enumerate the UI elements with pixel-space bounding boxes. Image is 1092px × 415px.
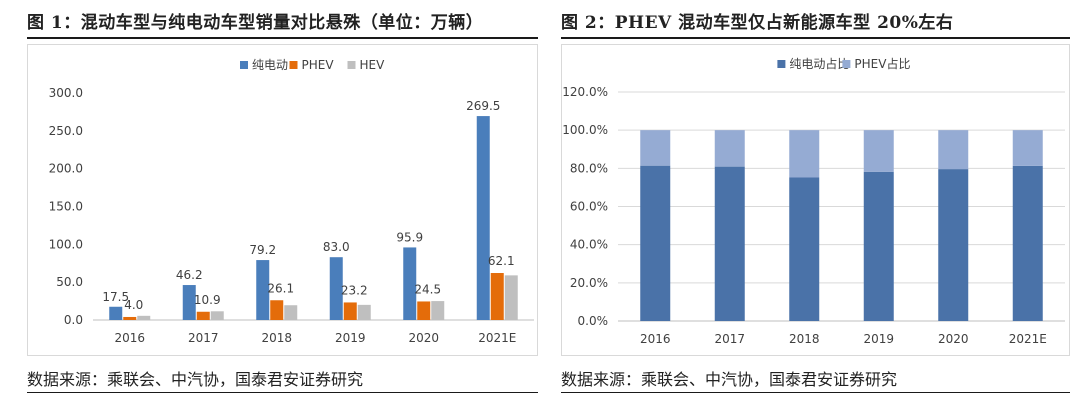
data-label: 269.5: [466, 99, 500, 113]
bar-2: [357, 304, 371, 320]
legend-label: 纯电动: [252, 58, 288, 72]
x-tick-label: 2017: [714, 332, 745, 346]
x-tick-label: 2019: [335, 331, 366, 345]
chart-2-source: 数据来源：乘联会、中汽协，国泰君安证券研究: [561, 370, 898, 389]
title-rule: [561, 37, 1070, 39]
bar-0: [640, 165, 671, 321]
bar-0: [863, 171, 894, 321]
bar-0: [256, 260, 270, 320]
legend-swatch: [289, 61, 298, 69]
legend-label: HEV: [360, 58, 386, 72]
legend-swatch: [777, 60, 786, 68]
legend-swatch: [240, 61, 248, 69]
legend-label: PHEV: [302, 58, 335, 72]
bar-0: [476, 116, 490, 320]
bar-2: [431, 301, 445, 320]
data-label: 79.2: [249, 243, 276, 257]
bar-1: [640, 130, 671, 166]
data-label: 26.1: [267, 281, 294, 295]
x-tick-label: 2017: [188, 331, 219, 345]
y-tick-label: 60.0%: [570, 200, 608, 214]
legend-swatch: [347, 61, 356, 69]
x-tick-label: 2016: [640, 332, 671, 346]
data-label: 17.5: [102, 290, 129, 304]
data-label: 83.0: [323, 240, 350, 254]
data-label: 62.1: [488, 254, 515, 268]
y-tick-label: 300.0: [49, 86, 83, 100]
bar-1: [343, 302, 357, 320]
data-label: 46.2: [176, 268, 203, 282]
y-tick-label: 40.0%: [570, 238, 608, 252]
bar-1: [417, 301, 431, 320]
x-tick-label: 2018: [261, 331, 292, 345]
bar-0: [938, 169, 969, 321]
y-tick-label: 0.0: [64, 313, 83, 327]
stacked-bar-chart-2: 0.0% 20.0% 40.0% 60.0% 80.0% 100.0% 120.0% 2016…: [562, 56, 1065, 346]
bar-1: [123, 316, 137, 320]
y-tick-label: 100.0%: [562, 123, 608, 137]
y-tick-label: 50.0: [56, 275, 83, 289]
y-tick-label: 20.0%: [570, 276, 608, 290]
data-label: 10.9: [194, 293, 221, 307]
data-label: 95.9: [396, 230, 423, 244]
y-tick-label: 100.0: [49, 237, 83, 251]
bar-0: [789, 177, 820, 321]
data-label: 4.0: [124, 298, 143, 312]
bar-chart-1: 0.0 50.0 100.0 150.0 200.0 250.0 300.0 17.54.0 2…: [49, 58, 534, 345]
bar-0: [403, 247, 417, 320]
bar-0: [1012, 165, 1043, 321]
bottom-rule: [561, 392, 1070, 393]
bar-1: [1012, 130, 1043, 166]
bottom-rule: [27, 392, 538, 393]
x-tick-label: 2020: [408, 331, 439, 345]
title-rule: [27, 37, 538, 39]
x-tick-label: 2021E: [478, 331, 516, 345]
bar-1: [863, 130, 894, 172]
bar-0: [109, 306, 123, 320]
chart-1-source: 数据来源：乘联会、中汽协，国泰君安证券研究: [27, 370, 364, 389]
bar-1: [714, 130, 745, 167]
y-tick-label: 200.0: [49, 162, 83, 176]
x-tick-label: 2020: [938, 332, 969, 346]
legend-label: 纯电动占比: [789, 56, 849, 71]
x-tick-label: 2016: [114, 331, 145, 345]
x-tick-label: 2021E: [1009, 332, 1047, 346]
bar-0: [182, 285, 196, 320]
data-label: 23.2: [341, 283, 368, 297]
y-tick-label: 0.0%: [578, 314, 609, 328]
y-tick-label: 120.0%: [562, 85, 608, 99]
y-tick-label: 80.0%: [570, 161, 608, 175]
x-tick-label: 2018: [789, 332, 820, 346]
x-tick-label: 2019: [863, 332, 894, 346]
bar-2: [210, 311, 224, 320]
bar-1: [938, 130, 969, 170]
legend-label: PHEV占比: [854, 56, 910, 71]
bar-1: [490, 273, 504, 320]
y-tick-label: 250.0: [49, 124, 83, 138]
bar-2: [504, 275, 518, 320]
bar-1: [270, 300, 284, 320]
y-tick-label: 150.0: [49, 200, 83, 214]
legend-swatch: [842, 60, 851, 68]
bar-0: [714, 166, 745, 321]
bar-2: [137, 315, 151, 320]
chart-1-title: 图 1：混动车型与纯电动车型销量对比悬殊（单位：万辆）: [27, 13, 484, 33]
bar-1: [196, 311, 210, 320]
plot-frame: [27, 44, 538, 356]
bar-1: [789, 130, 820, 178]
chart-2-title: 图 2：PHEV 混动车型仅占新能源车型 20%左右: [561, 13, 954, 33]
bar-0: [329, 257, 343, 320]
data-label: 24.5: [414, 282, 441, 296]
plot-frame: [561, 44, 1070, 356]
bar-2: [284, 305, 298, 320]
